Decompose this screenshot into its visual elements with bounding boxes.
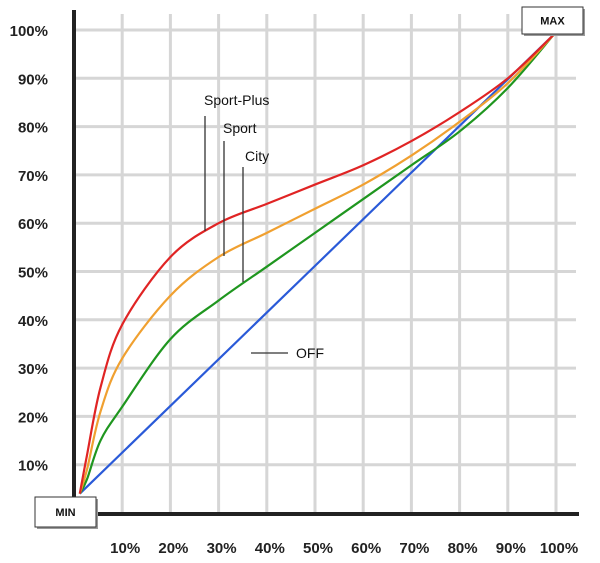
axes: [72, 10, 579, 516]
y-tick-label: 30%: [18, 361, 48, 378]
y-tick-label: 90%: [18, 71, 48, 88]
y-tick-label: 100%: [10, 23, 48, 40]
grid: [76, 14, 576, 512]
y-tick-label: 70%: [18, 168, 48, 185]
min-box: MIN: [34, 496, 98, 529]
x-tick-label: 60%: [351, 540, 381, 557]
series-line-sport-plus: [78, 34, 555, 494]
x-tick-label: 50%: [303, 540, 333, 557]
y-tick-label: 10%: [18, 458, 48, 475]
label-sport: Sport: [223, 120, 257, 136]
label-city: City: [245, 148, 269, 164]
x-tick-label: 20%: [158, 540, 188, 557]
series-line-sport: [78, 34, 555, 494]
y-tick-label: 20%: [18, 409, 48, 426]
y-tick-label: 50%: [18, 265, 48, 282]
x-tick-label: 80%: [448, 540, 478, 557]
x-tick-label: 30%: [207, 540, 237, 557]
y-tick-label: 60%: [18, 216, 48, 233]
min-label: MIN: [55, 507, 75, 519]
label-sport-plus: Sport-Plus: [204, 92, 269, 108]
curves: [78, 34, 555, 495]
x-tick-label: 40%: [255, 540, 285, 557]
x-tick-label: 10%: [110, 540, 140, 557]
max-box: MAX: [521, 6, 585, 36]
annotations: Sport-Plus Sport City OFF: [204, 92, 324, 361]
x-tick-label: 100%: [540, 540, 578, 557]
max-label: MAX: [540, 16, 565, 28]
y-tick-label: 40%: [18, 313, 48, 330]
series-line-city: [78, 34, 555, 495]
tick-labels: 10% 20% 30% 40% 50% 60% 70% 80% 90% 100% 10% 20% 30%…: [10, 23, 579, 557]
x-tick-label: 70%: [399, 540, 429, 557]
label-off: OFF: [296, 345, 324, 361]
y-tick-label: 80%: [18, 120, 48, 137]
x-tick-label: 90%: [496, 540, 526, 557]
